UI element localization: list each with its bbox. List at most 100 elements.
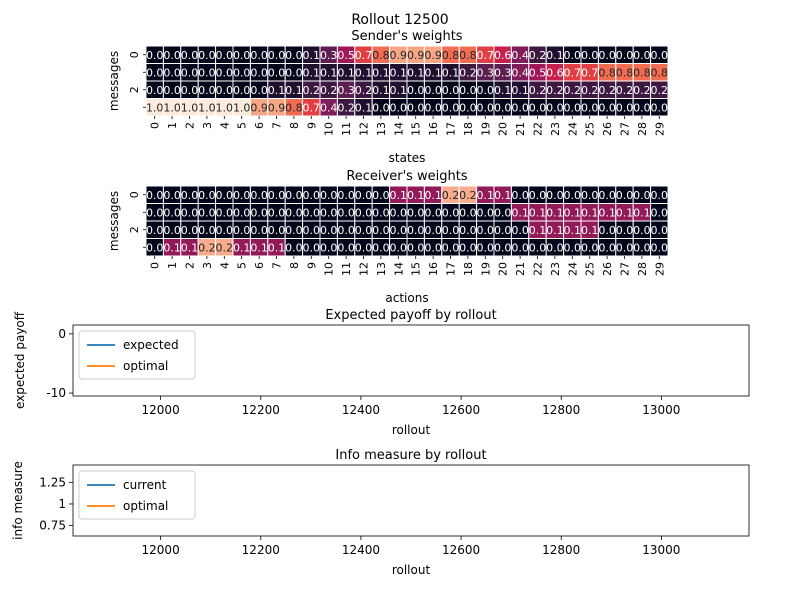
x-axis-label: actions — [385, 291, 428, 305]
heatmap-cell-label: 0.9 — [250, 101, 268, 114]
x-tick-label: 12600 — [442, 543, 480, 557]
heatmap-cell-label: 0.1 — [546, 49, 564, 62]
heatmap-cell-label: 1.0 — [198, 101, 216, 114]
heatmap-cell-label: 0.0 — [303, 224, 321, 237]
heatmap-cell-label: 0.0 — [163, 49, 181, 62]
x-tick-label: 12 — [358, 122, 371, 136]
heatmap-cell-label: 0.0 — [598, 224, 616, 237]
x-tick-label: 6 — [253, 122, 266, 129]
heatmap-cell-label: 0.0 — [181, 84, 199, 97]
heatmap-cell-label: 0.7 — [303, 101, 321, 114]
heatmap-cell-label: 0.1 — [390, 84, 408, 97]
legend-entry: expected — [123, 338, 179, 352]
x-tick-label: 14 — [392, 122, 405, 136]
heatmap-cell-label: 0.0 — [581, 241, 599, 254]
x-tick-label: 15 — [410, 122, 423, 136]
x-tick-label: 18 — [462, 262, 475, 276]
heatmap-cell-label: 0.0 — [337, 189, 355, 202]
heatmap-cell-label: 0.0 — [355, 189, 373, 202]
heatmap-cell-label: 0.0 — [216, 206, 234, 219]
heatmap-cell-label: 0.0 — [424, 224, 442, 237]
heatmap-cell-label: 0.0 — [546, 241, 564, 254]
heatmap-cell-label: 0.0 — [181, 206, 199, 219]
x-tick-label: 3 — [201, 122, 214, 129]
x-tick-label: 16 — [427, 122, 440, 136]
heatmap-cell-label: 0.8 — [651, 66, 669, 79]
x-tick-label: 17 — [445, 122, 458, 136]
y-axis-label: messages — [107, 191, 121, 251]
x-tick-label: 7 — [271, 122, 284, 129]
heatmap-title: Sender's weights — [351, 29, 462, 44]
heatmap-cell-label: 0.0 — [477, 241, 495, 254]
heatmap-cell-label: 0.0 — [564, 241, 582, 254]
heatmap-cell-label: 0.0 — [390, 241, 408, 254]
heatmap-cell-label: 0.0 — [477, 224, 495, 237]
heatmap-cell-label: 0.0 — [494, 101, 512, 114]
heatmap-cell-label: 0.1 — [163, 241, 181, 254]
heatmap-title: Receiver's weights — [346, 169, 468, 184]
heatmap-cell-label: 0.0 — [442, 241, 460, 254]
heatmap-cell-label: 0.0 — [459, 241, 477, 254]
heatmap-cell-label: 0.7 — [477, 49, 495, 62]
heatmap-cell-label: 0.0 — [651, 49, 669, 62]
heatmap-cell-label: 1.0 — [181, 101, 199, 114]
heatmap-cell-label: 0.0 — [198, 206, 216, 219]
heatmap-cell-label: 0.0 — [424, 84, 442, 97]
x-tick-label: 13 — [375, 262, 388, 276]
heatmap-cell-label: 0.0 — [216, 66, 234, 79]
heatmap-cell-label: 0.8 — [459, 49, 477, 62]
heatmap-cell-label: 0.1 — [442, 66, 460, 79]
heatmap-cell-label: 0.0 — [511, 189, 529, 202]
plot-area — [72, 324, 750, 397]
heatmap-cell-label: 0.0 — [146, 206, 164, 219]
heatmap-cell-label: 0.2 — [581, 84, 599, 97]
heatmap-cell-label: 0.8 — [598, 66, 616, 79]
heatmap-cell-label: 0.0 — [442, 101, 460, 114]
heatmap-cell-label: 0.0 — [181, 49, 199, 62]
x-tick-label: 28 — [636, 122, 649, 136]
heatmap-cell-label: 0.0 — [546, 101, 564, 114]
heatmap-cell-label: 0.0 — [268, 66, 286, 79]
heatmap-cell-label: 0.1 — [511, 206, 529, 219]
heatmap-cell-label: 0.1 — [233, 241, 251, 254]
x-tick-label: 12800 — [542, 403, 580, 417]
heatmap-cell-label: 0.9 — [390, 49, 408, 62]
heatmap-cell-label: 0.0 — [355, 206, 373, 219]
legend-box — [78, 470, 196, 520]
heatmap-cell-label: 0.0 — [459, 224, 477, 237]
heatmap-cell-label: 0.0 — [633, 224, 651, 237]
heatmap-cell-label: 0.2 — [633, 84, 651, 97]
heatmap-cell-label: 0.0 — [216, 49, 234, 62]
heatmap-cell-label: 0.0 — [598, 101, 616, 114]
x-tick-label: 0 — [149, 262, 162, 269]
x-tick-label: 22 — [532, 122, 545, 136]
x-tick-label: 13000 — [642, 543, 680, 557]
heatmap-cell-label: 0.0 — [216, 84, 234, 97]
heatmap-cell-label: 0.1 — [285, 84, 303, 97]
heatmap-cell-label: 0.0 — [355, 224, 373, 237]
x-tick-label: 18 — [462, 122, 475, 136]
x-tick-label: 28 — [636, 262, 649, 276]
heatmap-cell-label: 0.0 — [651, 224, 669, 237]
heatmap-cell-label: 0.1 — [581, 224, 599, 237]
heatmap-cell-label: 0.2 — [529, 49, 547, 62]
heatmap-cell-label: 0.0 — [233, 206, 251, 219]
heatmap-cell-label: 0.1 — [424, 66, 442, 79]
x-tick-label: 17 — [445, 262, 458, 276]
heatmap-cell-label: 0.1 — [355, 101, 373, 114]
heatmap-cell-label: 0.0 — [633, 49, 651, 62]
heatmap-cell-label: 0.0 — [424, 101, 442, 114]
x-tick-label: 12 — [358, 262, 371, 276]
heatmap-cell-label: 0.0 — [216, 189, 234, 202]
heatmap-cell-label: 0.0 — [407, 206, 425, 219]
heatmap-cell-label: 0.0 — [616, 189, 634, 202]
heatmap-cell-label: 0.1 — [303, 49, 321, 62]
y-tick-label: 2 — [128, 86, 141, 93]
heatmap-cell-label: 0.0 — [598, 241, 616, 254]
heatmap-cell-label: 0.0 — [616, 101, 634, 114]
x-tick-label: 25 — [584, 122, 597, 136]
heatmap-cell-label: 0.0 — [564, 49, 582, 62]
heatmap-cell-label: 0.0 — [233, 224, 251, 237]
heatmap-cell-label: 0.6 — [494, 49, 512, 62]
heatmap-cell-label: 0.1 — [581, 206, 599, 219]
